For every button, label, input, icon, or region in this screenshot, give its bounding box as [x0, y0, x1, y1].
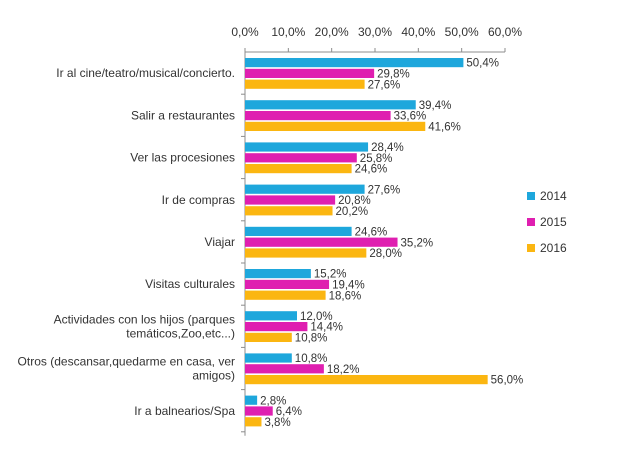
bar-2016-9 — [245, 417, 262, 427]
bar-2015-3 — [245, 153, 357, 163]
legend: 2014 2015 2016 — [527, 189, 567, 255]
bars-layer — [245, 58, 488, 427]
category-labels-layer: Ir al cine/teatro/musical/concierto. Sali… — [18, 66, 236, 418]
data-label-2014-4: 27,6% — [368, 184, 401, 196]
x-tick-label: 0,0% — [231, 25, 259, 39]
data-label-2016-9: 3,8% — [264, 417, 290, 429]
bar-2014-7 — [245, 311, 297, 321]
x-tick-label: 40,0% — [401, 25, 435, 39]
bar-2016-5 — [245, 248, 367, 258]
data-label-2014-1: 50,4% — [466, 58, 499, 70]
category-label: Actividades con los hijos (parques — [54, 312, 235, 326]
x-tick-label: 20,0% — [315, 25, 349, 39]
data-label-2015-1: 29,8% — [377, 69, 410, 81]
data-label-2014-9: 2,8% — [260, 395, 286, 407]
data-label-2015-9: 6,4% — [276, 406, 302, 418]
data-label-2014-6: 15,2% — [314, 269, 347, 281]
data-label-2014-2: 39,4% — [419, 100, 452, 112]
bar-2015-6 — [245, 279, 330, 289]
legend-swatch-2016 — [527, 244, 535, 252]
bar-2016-6 — [245, 290, 326, 300]
data-label-2015-2: 33,6% — [394, 111, 427, 123]
legend-label-2015: 2015 — [540, 215, 567, 229]
bar-2016-7 — [245, 332, 292, 342]
bar-2014-4 — [245, 184, 365, 194]
bar-2015-8 — [245, 364, 324, 374]
bar-2014-1 — [245, 58, 464, 68]
bar-2016-3 — [245, 164, 352, 174]
bar-2015-5 — [245, 237, 398, 247]
legend-swatch-2014 — [527, 192, 535, 200]
bar-2014-9 — [245, 395, 258, 405]
category-label: Otros (descansar,quedarme en casa, ver — [18, 355, 235, 369]
data-label-2015-4: 20,8% — [338, 195, 371, 207]
data-label-2016-1: 27,6% — [368, 79, 401, 91]
bar-2014-8 — [245, 353, 292, 363]
category-label: Ver las procesiones — [130, 151, 235, 165]
data-label-2014-3: 28,4% — [371, 142, 404, 154]
data-labels-layer: 50,4%29,8%27,6%39,4%33,6%41,6%28,4%25,8%… — [260, 58, 523, 429]
category-label: Viajar — [205, 235, 235, 249]
x-tick-label: 60,0% — [488, 25, 522, 39]
data-label-2015-8: 18,2% — [327, 364, 360, 376]
category-label: Ir al cine/teatro/musical/concierto. — [56, 66, 235, 80]
category-label: amigos) — [192, 369, 235, 383]
data-label-2014-8: 10,8% — [295, 353, 328, 365]
data-label-2016-5: 28,0% — [369, 248, 402, 260]
bar-2015-4 — [245, 195, 336, 205]
legend-label-2014: 2014 — [540, 189, 567, 203]
data-label-2016-6: 18,6% — [329, 290, 362, 302]
bar-2016-1 — [245, 79, 365, 89]
data-label-2016-4: 20,2% — [336, 206, 369, 218]
data-label-2015-7: 14,4% — [310, 322, 343, 334]
legend-label-2016: 2016 — [540, 241, 567, 255]
bar-2015-1 — [245, 68, 375, 78]
bar-2016-2 — [245, 121, 426, 131]
category-label: Salir a restaurantes — [131, 108, 235, 122]
data-label-2016-8: 56,0% — [491, 375, 524, 387]
bar-2014-2 — [245, 100, 416, 110]
bar-2014-5 — [245, 226, 352, 236]
category-label: Ir de compras — [162, 193, 235, 207]
bar-2015-9 — [245, 406, 273, 416]
legend-swatch-2015 — [527, 218, 535, 226]
x-tick-label: 30,0% — [358, 25, 392, 39]
data-label-2015-6: 19,4% — [332, 280, 365, 292]
data-label-2015-3: 25,8% — [360, 153, 393, 165]
data-label-2014-5: 24,6% — [355, 227, 388, 239]
category-label: Visitas culturales — [145, 277, 235, 291]
x-tick-label: 10,0% — [271, 25, 305, 39]
data-label-2016-7: 10,8% — [295, 333, 328, 345]
data-label-2015-5: 35,2% — [401, 237, 434, 249]
bar-2014-3 — [245, 142, 369, 152]
x-tick-label: 50,0% — [445, 25, 479, 39]
data-label-2016-2: 41,6% — [428, 122, 461, 134]
bar-2016-4 — [245, 206, 333, 216]
bar-2014-6 — [245, 269, 311, 279]
bar-2015-2 — [245, 111, 391, 121]
bar-2015-7 — [245, 322, 308, 332]
bar-2016-8 — [245, 375, 488, 385]
category-label: Ir a balnearios/Spa — [134, 404, 235, 418]
data-label-2016-3: 24,6% — [355, 164, 388, 176]
data-label-2014-7: 12,0% — [300, 311, 333, 323]
category-label: temáticos,Zoo,etc...) — [126, 326, 235, 340]
